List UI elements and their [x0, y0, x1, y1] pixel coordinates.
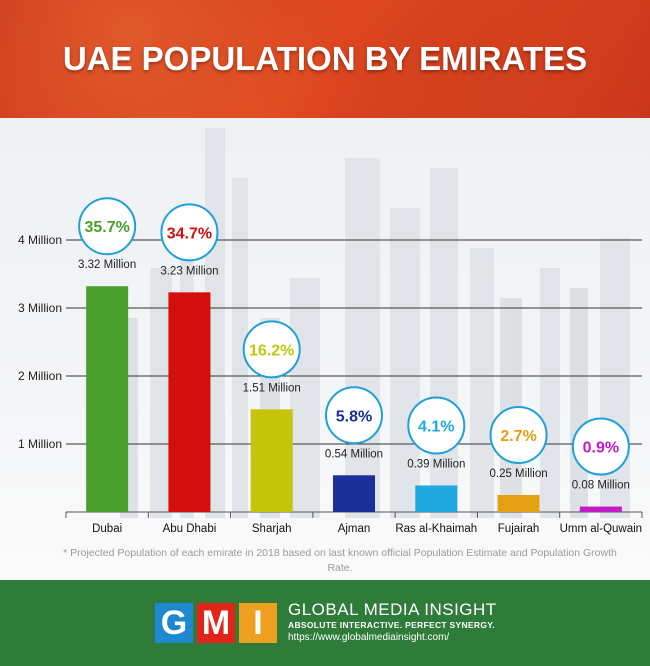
- grid-layer: [65, 239, 643, 518]
- percent-label: 16.2%: [249, 342, 294, 359]
- value-label: 3.23 Million: [160, 265, 218, 277]
- value-label: 0.54 Million: [325, 448, 383, 460]
- bar: [86, 286, 129, 512]
- label-layer: 1 Million 2 Million 3 Million 4 Million Duba…: [18, 197, 642, 535]
- percent-badge: [78, 197, 137, 256]
- bar-layer: [86, 286, 622, 512]
- bar-chart: 1 Million 2 Million 3 Million 4 Million Duba…: [18, 197, 643, 535]
- bar: [250, 409, 293, 512]
- y-tick-label: 3 Million: [18, 301, 62, 315]
- percent-label: 2.7%: [500, 428, 536, 445]
- bar: [579, 506, 622, 512]
- percent-label: 5.8%: [336, 408, 372, 425]
- x-tick-label: Fujairah: [498, 523, 540, 535]
- value-label: 1.51 Million: [243, 382, 301, 394]
- footer-banner: [0, 580, 650, 666]
- gmi-logo[interactable]: G M I: [155, 603, 281, 643]
- percent-label: 35.7%: [84, 219, 129, 236]
- brand-name: GLOBAL MEDIA INSIGHT: [288, 600, 497, 619]
- value-label: 0.25 Million: [489, 468, 547, 480]
- percent-label: 34.7%: [167, 225, 212, 242]
- x-tick-label: Abu Dhabi: [163, 523, 217, 535]
- x-tick-label: Sharjah: [252, 523, 292, 535]
- x-tick-label: Dubai: [92, 523, 122, 535]
- logo-letter-m: M: [197, 603, 235, 643]
- x-tick-label: Umm al-Quwain: [560, 523, 642, 535]
- x-tick-label: Ajman: [338, 523, 371, 535]
- value-label: 0.08 Million: [572, 480, 630, 492]
- bar: [333, 475, 375, 512]
- y-tick-label: 2 Million: [18, 369, 62, 383]
- logo-letter-g: G: [155, 603, 193, 643]
- header-banner: UAE POPULATION BY EMIRATES: [0, 0, 650, 118]
- value-label: 3.32 Million: [78, 259, 136, 271]
- y-tick-label: 1 Million: [18, 437, 62, 451]
- value-label: 0.39 Million: [407, 458, 465, 470]
- percent-badge: [325, 386, 383, 445]
- percent-badge: [489, 406, 548, 464]
- percent-badge: [160, 203, 219, 262]
- footnote: * Projected Population of each emirate i…: [63, 547, 617, 574]
- y-tick-label: 4 Million: [18, 233, 62, 247]
- percent-label: 4.1%: [418, 418, 454, 435]
- percent-badge: [407, 396, 466, 455]
- percent-badge: [571, 417, 630, 476]
- bar: [168, 292, 211, 512]
- brand-tagline: ABSOLUTE INTERACTIVE. PERFECT SYNERGY.: [288, 620, 495, 630]
- percent-badge: [242, 320, 301, 379]
- x-tick-label: Ras al-Khaimah: [395, 523, 477, 535]
- percent-label: 0.9%: [583, 440, 619, 457]
- bar: [497, 495, 540, 512]
- logo-letter-i: I: [239, 603, 277, 643]
- page-title: UAE POPULATION BY EMIRATES: [62, 40, 588, 77]
- bar: [415, 485, 458, 512]
- website-link[interactable]: https://www.globalmediainsight.com/: [288, 632, 450, 643]
